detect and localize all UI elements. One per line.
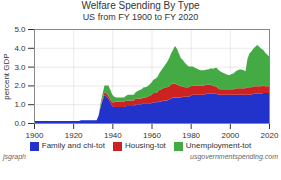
svg-text:0.0: 0.0: [14, 119, 26, 128]
svg-text:5.0: 5.0: [14, 25, 26, 34]
svg-text:percent GDP: percent GDP: [2, 53, 11, 99]
svg-text:1940: 1940: [104, 131, 122, 139]
svg-text:1900: 1900: [26, 131, 44, 139]
html-text:Housing-tot: Housing-tot: [124, 141, 166, 150]
html-text:usgovernmentspending.com: usgovernmentspending.com: [190, 153, 278, 160]
html-text:Unemployment-tot: Unemployment-tot: [185, 141, 252, 150]
svg-text:1920: 1920: [65, 131, 83, 139]
svg-text:1960: 1960: [143, 131, 161, 139]
html-text:Welfare Spending By Type: Welfare Spending By Type: [81, 0, 200, 11]
svg-text:2.0: 2.0: [14, 81, 26, 90]
html-text:Family and chi-tot: Family and chi-tot: [41, 141, 105, 150]
html-text:jsgraph: jsgraph: [3, 153, 26, 160]
svg-text:3.0: 3.0: [14, 63, 26, 72]
svg-text:1.0: 1.0: [14, 100, 26, 109]
svg-text:2020: 2020: [261, 131, 279, 139]
svg-text:2000: 2000: [221, 131, 239, 139]
html-text:US from FY 1900 to FY 2020: US from FY 1900 to FY 2020: [82, 12, 199, 22]
svg-text:1980: 1980: [182, 131, 200, 139]
svg-text:4.0: 4.0: [14, 44, 26, 53]
